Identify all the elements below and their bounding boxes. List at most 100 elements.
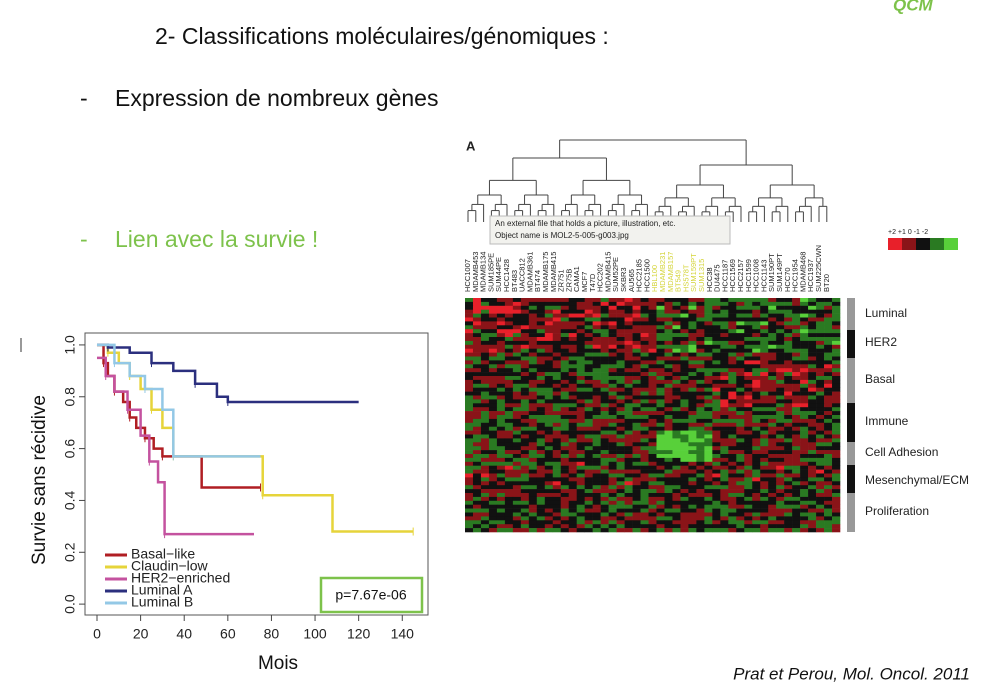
heatmap-cell: [592, 356, 601, 361]
heatmap-cell: [640, 528, 649, 533]
heatmap-cell: [624, 493, 633, 498]
cell-line-label: HCC38: [705, 267, 714, 292]
heatmap-cell: [592, 438, 601, 443]
heatmap-cell: [656, 387, 665, 392]
heatmap-cell: [800, 418, 809, 424]
heatmap-cell: [544, 344, 554, 349]
heatmap-cell: [544, 446, 554, 451]
heatmap-cell: [640, 434, 649, 439]
heatmap-cell: [632, 430, 641, 435]
heatmap-cell: [528, 352, 538, 357]
heatmap-cell: [784, 368, 793, 373]
heatmap-cell: [544, 372, 554, 377]
heatmap-cell: [728, 360, 737, 365]
heatmap-cell: [816, 364, 825, 369]
heatmap-cell: [465, 415, 474, 420]
heatmap-cell: [712, 301, 721, 307]
heatmap-cell: [712, 473, 721, 478]
heatmap-cell: [736, 317, 745, 322]
heatmap-cell: [520, 508, 530, 513]
heatmap-cell: [784, 325, 793, 330]
heatmap-cell: [768, 524, 777, 529]
heatmap-cell: [784, 411, 793, 416]
heatmap-cell: [560, 329, 570, 334]
heatmap-cell: [465, 387, 474, 392]
heatmap-cell: [784, 454, 793, 459]
heatmap-cell: [824, 407, 833, 412]
heatmap-cell: [688, 376, 697, 381]
heatmap-cell: [696, 473, 705, 478]
heatmap-cell: [576, 372, 585, 377]
heatmap-cell: [600, 305, 609, 310]
heatmap-cell: [712, 426, 721, 431]
heatmap-cell: [600, 383, 609, 388]
heatmap-cell: [720, 344, 729, 349]
heatmap-cell: [768, 298, 777, 303]
heatmap-cell: [712, 356, 721, 361]
heatmap-cell: [760, 477, 769, 482]
heatmap-cell: [712, 415, 721, 420]
heatmap-cell: [512, 504, 522, 509]
heatmap-cell: [472, 434, 482, 439]
heatmap-cell: [536, 411, 546, 416]
heatmap-cell: [752, 379, 761, 385]
heatmap-cell: [792, 298, 801, 303]
heatmap-cell: [784, 446, 793, 451]
heatmap-cell: [528, 512, 538, 517]
heatmap-cell: [656, 520, 665, 525]
heatmap-cell: [465, 317, 474, 322]
heatmap-cell: [504, 352, 514, 357]
heatmap-cell: [600, 465, 609, 470]
heatmap-cell: [672, 298, 681, 303]
heatmap-cell: [616, 309, 625, 314]
heatmap-cell: [632, 372, 641, 377]
heatmap-cell: [808, 376, 817, 381]
heatmap-cell: [672, 520, 681, 525]
heatmap-cell: [776, 305, 785, 310]
heatmap-cell: [568, 340, 578, 346]
heatmap-cell: [496, 376, 506, 381]
heatmap-cell: [664, 372, 673, 377]
heatmap-cell: [568, 309, 578, 314]
heatmap-cell: [640, 391, 649, 396]
heatmap-cell: [704, 473, 713, 478]
cell-line-label: HCC1954: [791, 259, 800, 292]
heatmap-cell: [488, 360, 498, 365]
heatmap-cell: [480, 489, 490, 494]
cell-line-label: HCC2157: [736, 259, 745, 292]
heatmap-cell: [600, 504, 609, 509]
heatmap-cell: [552, 516, 562, 521]
heatmap-cell: [536, 442, 546, 447]
heatmap-cell: [568, 368, 578, 373]
heatmap-cell: [624, 321, 633, 326]
heatmap-cell: [824, 520, 833, 525]
heatmap-cell: [744, 481, 753, 486]
heatmap-cell: [784, 508, 793, 513]
heatmap-cell: [736, 383, 745, 388]
heatmap-cell: [520, 325, 530, 330]
heatmap-cell: [528, 485, 538, 490]
x-axis-label: Mois: [258, 653, 298, 674]
heatmap-cell: [496, 379, 506, 385]
heatmap-cell: [632, 442, 641, 447]
heatmap-cell: [768, 407, 777, 412]
heatmap-cell: [552, 477, 562, 482]
heatmap-cell: [832, 493, 841, 498]
heatmap-cell: [640, 446, 649, 451]
heatmap-cell: [688, 434, 697, 439]
heatmap-cell: [512, 337, 522, 342]
cell-line-label: HCC1008: [752, 259, 761, 292]
heatmap-cell: [680, 434, 689, 439]
heatmap-cell: [480, 457, 490, 463]
heatmap-cell: [824, 403, 833, 408]
heatmap-cell: [656, 391, 665, 396]
heatmap-cell: [800, 360, 809, 365]
heatmap-cell: [704, 430, 713, 435]
heatmap-cell: [728, 372, 737, 377]
heatmap-cell: [760, 391, 769, 396]
heatmap-cell: [688, 520, 697, 525]
heatmap-cell: [616, 477, 625, 482]
heatmap-cell: [768, 379, 777, 385]
heatmap-cell: [624, 473, 633, 478]
heatmap-cell: [800, 465, 809, 470]
